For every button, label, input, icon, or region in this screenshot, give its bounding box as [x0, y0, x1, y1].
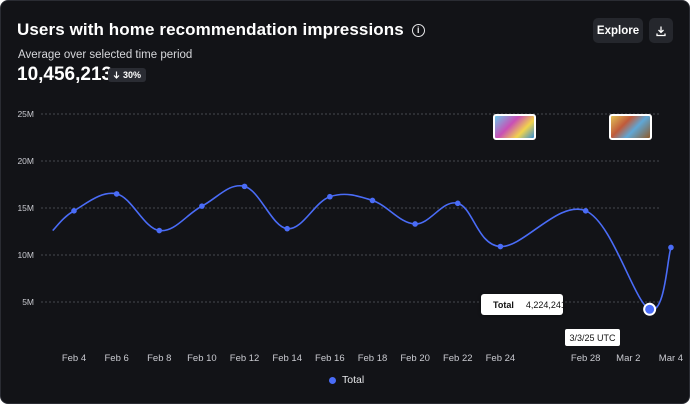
x-tick-label: Feb 24 — [486, 353, 516, 364]
chart-subtitle: Average over selected time period — [18, 49, 193, 61]
data-point — [241, 183, 248, 190]
x-tick-label: Feb 10 — [187, 353, 217, 364]
info-icon[interactable]: i — [411, 23, 425, 37]
x-tick-label: Mar 2 — [616, 353, 640, 364]
series-line-total — [52, 184, 672, 311]
tooltip-series-name: Total — [493, 299, 514, 310]
chart-tooltip: Total 4,224,241 — [481, 294, 566, 315]
tooltip-value: 4,224,241 — [525, 299, 566, 310]
annotation-thumbnail-1[interactable] — [493, 114, 536, 140]
data-point — [668, 244, 674, 251]
data-point — [582, 208, 589, 214]
x-tick-label: Feb 6 — [104, 353, 128, 364]
chart-legend[interactable]: Total — [329, 374, 364, 386]
y-tick-label: 25M — [17, 109, 34, 119]
change-badge: 30% — [108, 68, 147, 82]
data-point — [454, 200, 461, 207]
chart-title-row: Users with home recommendation impressio… — [17, 20, 425, 40]
x-tick-label: Feb 12 — [230, 353, 260, 364]
summary-value: 10,456,213 — [17, 64, 113, 85]
legend-label: Total — [342, 374, 365, 386]
x-tick-label: Feb 4 — [62, 353, 86, 364]
change-badge-value: 30% — [123, 70, 142, 80]
highlight-point — [645, 304, 655, 314]
data-point — [412, 221, 418, 227]
data-point — [327, 193, 333, 200]
x-tick-label: Feb 14 — [272, 353, 302, 364]
y-tick-label: 20M — [17, 156, 34, 166]
x-tick-label: Feb 22 — [443, 353, 473, 364]
chart-title: Users with home recommendation impressio… — [17, 20, 404, 39]
y-tick-label: 5M — [22, 297, 34, 307]
legend-swatch — [329, 376, 336, 384]
y-tick-label: 10M — [17, 250, 34, 260]
x-tick-label: Feb 28 — [571, 353, 601, 364]
download-icon — [656, 26, 666, 36]
data-point — [71, 208, 77, 214]
x-tick-label: Feb 18 — [358, 353, 388, 364]
arrow-down-icon — [113, 71, 120, 79]
data-point — [156, 227, 163, 234]
data-point — [113, 191, 120, 197]
data-point — [199, 203, 205, 209]
explore-button[interactable]: Explore — [593, 18, 643, 43]
x-tick-label: Feb 20 — [400, 353, 430, 364]
y-tick-label: 15M — [17, 203, 34, 213]
x-tick-label: Feb 8 — [147, 353, 171, 364]
tooltip-date: 3/3/25 UTC — [565, 329, 620, 346]
data-point — [284, 225, 291, 232]
x-tick-label: Feb 16 — [315, 353, 345, 364]
data-point — [369, 197, 376, 204]
data-point — [497, 243, 504, 250]
annotation-thumbnail-2[interactable] — [609, 114, 652, 140]
x-tick-label: Mar 4 — [659, 353, 683, 364]
download-button[interactable] — [649, 18, 673, 43]
